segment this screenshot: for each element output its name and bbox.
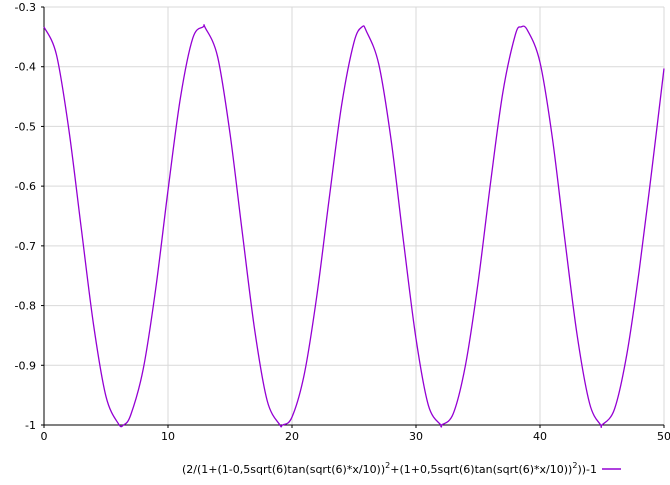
y-tick-label-0: -1: [25, 419, 36, 432]
legend-superscript-2: 2: [572, 461, 577, 470]
legend: (2/(1+(1-0,5sqrt(6)tan(sqrt(6)*x/10))2+(…: [182, 461, 621, 476]
y-tick-label-4: -0.6: [15, 180, 36, 193]
y-axis-ticks: -1 -0.9 -0.8 -0.7 -0.6 -0.5 -0.4 -0.3: [15, 1, 44, 432]
x-axis-ticks: 0 10 20 30 40 50: [41, 425, 670, 443]
x-tick-label-0: 0: [41, 430, 48, 443]
y-tick-label-7: -0.3: [15, 1, 36, 14]
legend-label: (2/(1+(1-0,5sqrt(6)tan(sqrt(6)*x/10))2+(…: [182, 461, 597, 476]
y-tick-label-6: -0.4: [15, 61, 36, 74]
legend-part-2: +(1+0,5sqrt(6)tan(sqrt(6)*x/10)): [390, 463, 572, 476]
x-tick-label-3: 30: [409, 430, 423, 443]
grid: [44, 6, 665, 425]
y-tick-label-2: -0.8: [15, 300, 36, 313]
series-group: [43, 24, 665, 428]
series-line-0: [43, 24, 665, 428]
axes: [43, 7, 664, 426]
y-tick-label-5: -0.5: [15, 120, 36, 133]
legend-part-1: (2/(1+(1-0,5sqrt(6)tan(sqrt(6)*x/10)): [182, 463, 385, 476]
x-tick-label-4: 40: [533, 430, 547, 443]
x-tick-label-5: 50: [657, 430, 670, 443]
y-tick-label-3: -0.7: [15, 240, 36, 253]
y-tick-label-1: -0.9: [15, 359, 36, 372]
x-tick-label-1: 10: [161, 430, 175, 443]
x-tick-label-2: 20: [285, 430, 299, 443]
legend-part-3: ))-1: [577, 463, 597, 476]
legend-superscript-1: 2: [385, 461, 390, 470]
